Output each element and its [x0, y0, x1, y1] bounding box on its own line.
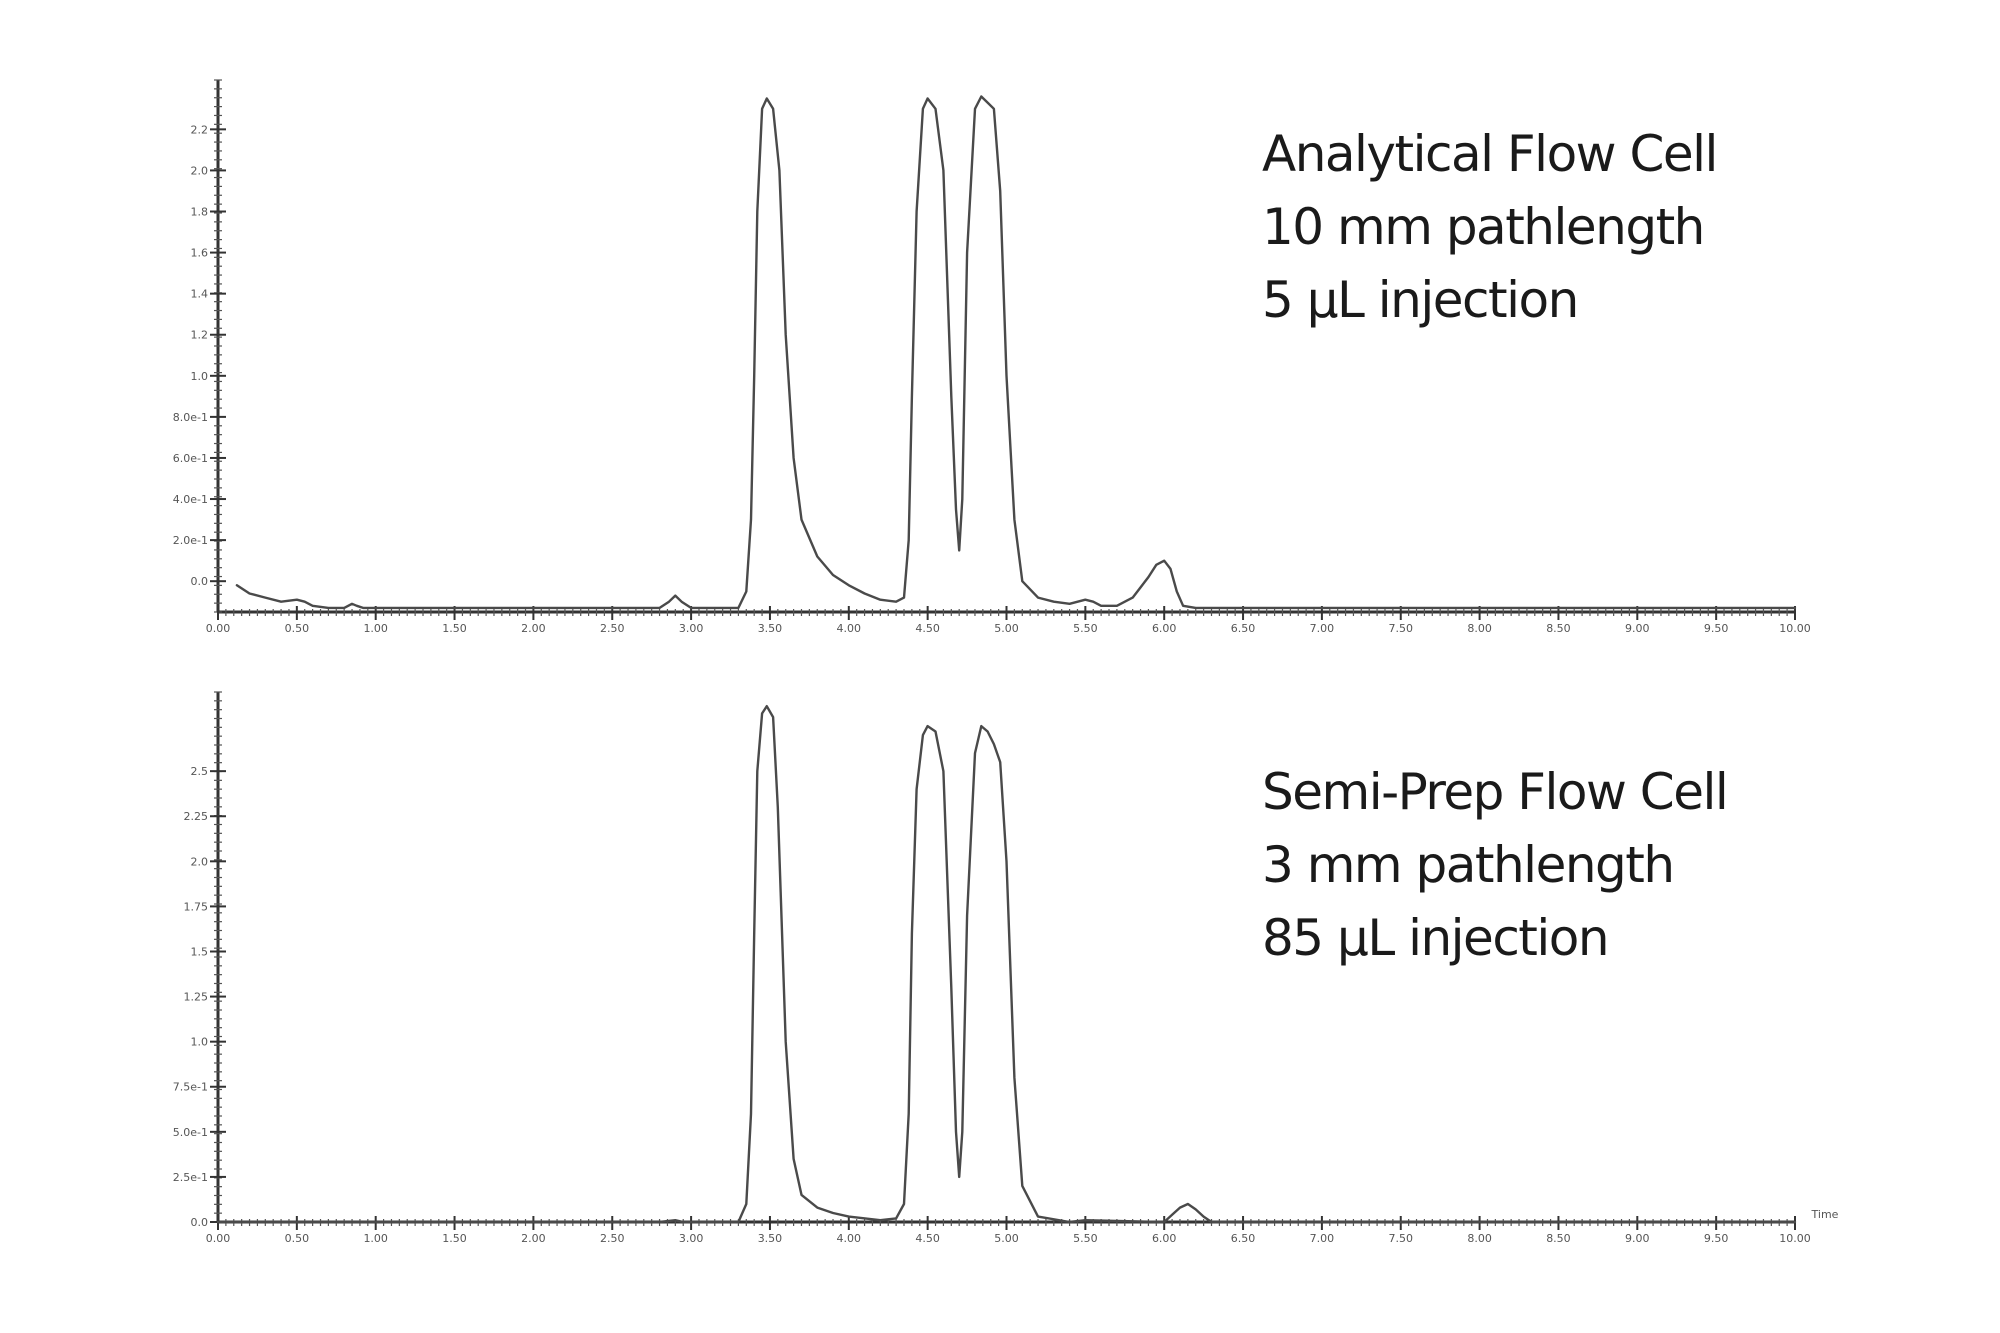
y-tick-label: 1.75: [184, 900, 209, 913]
x-tick-label: 3.00: [679, 622, 704, 635]
x-tick-label: 4.00: [837, 622, 862, 635]
y-tick-label: 2.5e-1: [173, 1171, 208, 1184]
x-tick-label: 0.50: [285, 622, 310, 635]
x-tick-label: 5.00: [994, 1232, 1019, 1245]
x-tick-label: 6.50: [1231, 622, 1256, 635]
annotation-line: 3 mm pathlength: [1262, 836, 1675, 894]
x-tick-label: 6.50: [1231, 1232, 1256, 1245]
x-tick-label: 1.00: [363, 1232, 388, 1245]
y-tick-label: 1.2: [191, 329, 209, 342]
annotation-semi-prep: Semi-Prep Flow Cell 3 mm pathlength 85 µ…: [1262, 756, 1729, 975]
y-tick-label: 1.4: [191, 288, 209, 301]
x-tick-label: 7.00: [1310, 1232, 1335, 1245]
y-tick-label: 0.0: [191, 1216, 209, 1229]
x-tick-label: 0.00: [206, 622, 231, 635]
annotation-line: 5 µL injection: [1262, 271, 1579, 329]
x-tick-label: 9.50: [1704, 1232, 1729, 1245]
x-tick-label: 7.50: [1389, 1232, 1414, 1245]
chromatogram-semi-prep: 0.0 2.5e-1 5.0e-1 7.5e-1 1.0 1.25 1.5 1.75 2.0 2.…: [173, 691, 1839, 1245]
x-tick-label: 5.50: [1073, 1232, 1098, 1245]
x-tick-label: 6.00: [1152, 1232, 1177, 1245]
x-tick-label: 8.50: [1546, 622, 1571, 635]
annotation-line: Analytical Flow Cell: [1262, 125, 1718, 183]
x-tick-label: 9.00: [1625, 1232, 1650, 1245]
y-tick-label: 2.25: [184, 810, 209, 823]
y-tick-label: 2.5: [191, 765, 209, 778]
y-tick-label: 1.6: [191, 247, 209, 260]
x-tick-label: 7.50: [1389, 622, 1414, 635]
y-tick-label: 1.5: [191, 945, 209, 958]
y-tick-label: 2.0e-1: [173, 534, 208, 547]
y-tick-label: 2.0: [191, 164, 209, 177]
x-tick-label: 6.00: [1152, 622, 1177, 635]
x-tick-label: 1.50: [442, 1232, 467, 1245]
y-tick-label: 6.0e-1: [173, 452, 208, 465]
x-tick-label: 5.00: [994, 622, 1019, 635]
annotation-line: Semi-Prep Flow Cell: [1262, 763, 1729, 821]
y-tick-label: 1.0: [191, 370, 209, 383]
x-tick-label: 8.00: [1467, 622, 1492, 635]
annotation-line: 10 mm pathlength: [1262, 198, 1705, 256]
x-tick-label: 8.00: [1467, 1232, 1492, 1245]
y-tick-label: 2.2: [191, 123, 209, 136]
chromatogram-trace: [235, 95, 1797, 610]
y-tick-label: 8.0e-1: [173, 411, 208, 424]
y-tick-label: 7.5e-1: [173, 1081, 208, 1094]
x-tick-label: 2.50: [600, 622, 625, 635]
x-tick-label: 2.00: [521, 622, 546, 635]
x-tick-label: 10.00: [1779, 622, 1811, 635]
x-tick-label: 3.00: [679, 1232, 704, 1245]
x-tick-label: 2.00: [521, 1232, 546, 1245]
annotation-analytical: Analytical Flow Cell 10 mm pathlength 5 …: [1262, 118, 1718, 337]
x-unit-label: Time: [1811, 1208, 1839, 1221]
y-tick-label: 1.8: [191, 206, 209, 219]
x-tick-label: 4.00: [837, 1232, 862, 1245]
chromatogram-analytical: 0.0 2.0e-1 4.0e-1 6.0e-1 8.0e-1 1.0 1.2 1.4 1.6 1…: [173, 79, 1811, 635]
x-tick-label: 8.50: [1546, 1232, 1571, 1245]
annotation-line: 85 µL injection: [1262, 909, 1610, 967]
x-tick-label: 1.50: [442, 622, 467, 635]
y-tick-label: 1.0: [191, 1036, 209, 1049]
x-tick-label: 9.00: [1625, 622, 1650, 635]
x-tick-label: 1.00: [363, 622, 388, 635]
y-tick-label: 4.0e-1: [173, 493, 208, 506]
x-tick-label: 7.00: [1310, 622, 1335, 635]
x-tick-label: 3.50: [758, 622, 783, 635]
y-tick-label: 0.0: [191, 575, 209, 588]
y-tick-label: 5.0e-1: [173, 1126, 208, 1139]
y-tick-label: 2.0: [191, 855, 209, 868]
x-tick-label: 5.50: [1073, 622, 1098, 635]
y-tick-label: 1.25: [184, 991, 209, 1004]
x-tick-label: 9.50: [1704, 622, 1729, 635]
x-tick-label: 4.50: [915, 622, 940, 635]
x-tick-label: 10.00: [1779, 1232, 1811, 1245]
x-tick-label: 4.50: [915, 1232, 940, 1245]
chromatogram-trace: [216, 705, 1797, 1224]
x-tick-label: 2.50: [600, 1232, 625, 1245]
x-tick-label: 3.50: [758, 1232, 783, 1245]
x-tick-label: 0.00: [206, 1232, 231, 1245]
x-tick-label: 0.50: [285, 1232, 310, 1245]
